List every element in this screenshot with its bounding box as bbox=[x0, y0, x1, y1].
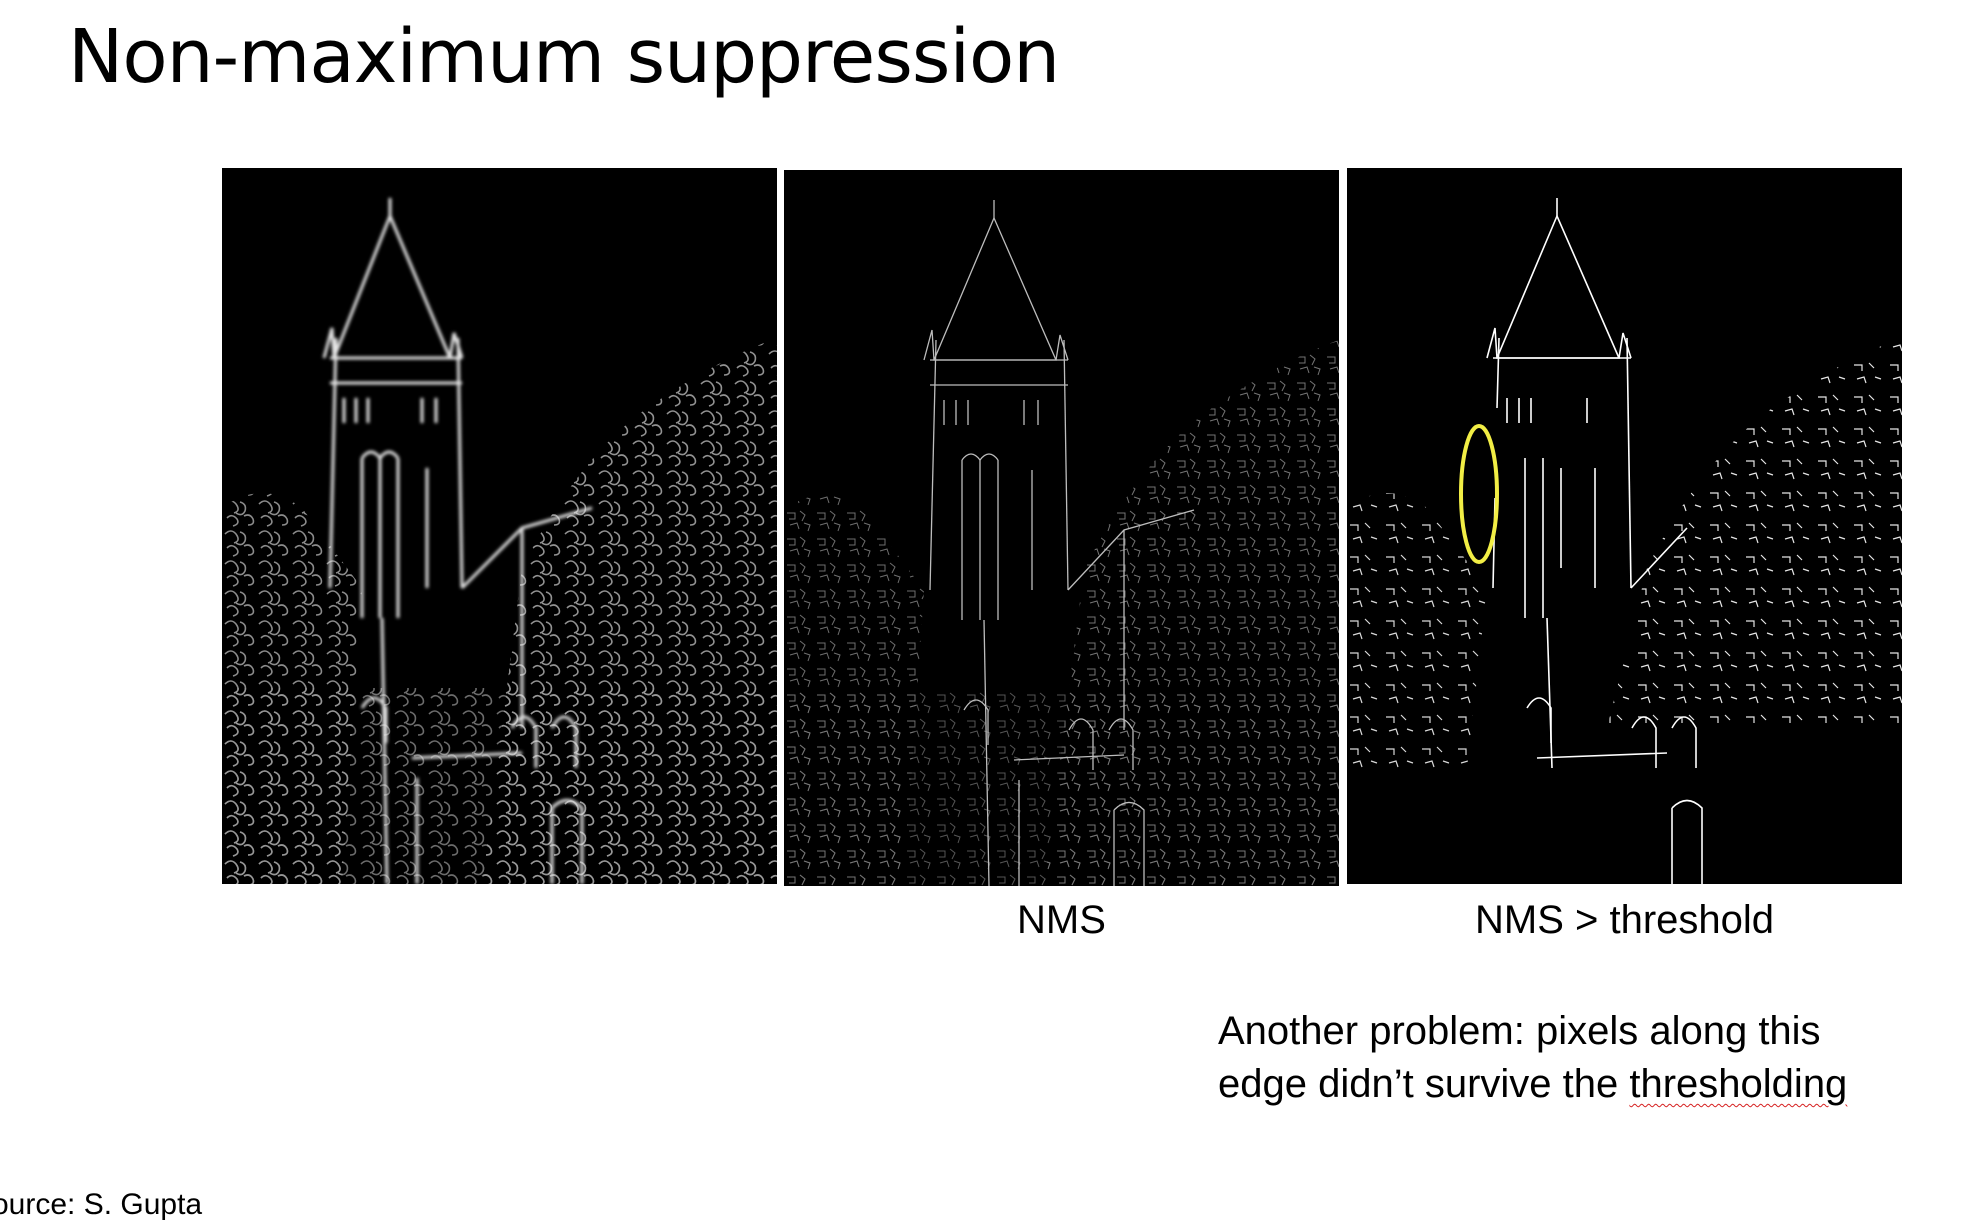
slide-title: Non-maximum suppression bbox=[68, 14, 1060, 100]
nms-drawing bbox=[784, 170, 1339, 886]
problem-note-line-2-prefix: edge didn’t survive the bbox=[1218, 1062, 1630, 1106]
problem-note: Another problem: pixels along this edge … bbox=[1218, 1005, 1938, 1111]
nms-caption: NMS bbox=[1017, 898, 1106, 942]
source-credit: ource: S. Gupta bbox=[0, 1188, 203, 1221]
spellcheck-underlined-word: thresholding bbox=[1629, 1062, 1848, 1106]
gradient-magnitude-drawing bbox=[222, 168, 777, 884]
gradient-magnitude-image bbox=[222, 168, 777, 884]
problem-note-line-2: edge didn’t survive the thresholding bbox=[1218, 1058, 1938, 1111]
highlight-ellipse bbox=[1459, 424, 1499, 564]
nms-image bbox=[784, 170, 1339, 886]
nms-threshold-image bbox=[1347, 168, 1902, 884]
nms-threshold-drawing bbox=[1347, 168, 1902, 884]
problem-note-line-1: Another problem: pixels along this bbox=[1218, 1009, 1821, 1053]
nms-threshold-caption: NMS > threshold bbox=[1474, 898, 1775, 942]
